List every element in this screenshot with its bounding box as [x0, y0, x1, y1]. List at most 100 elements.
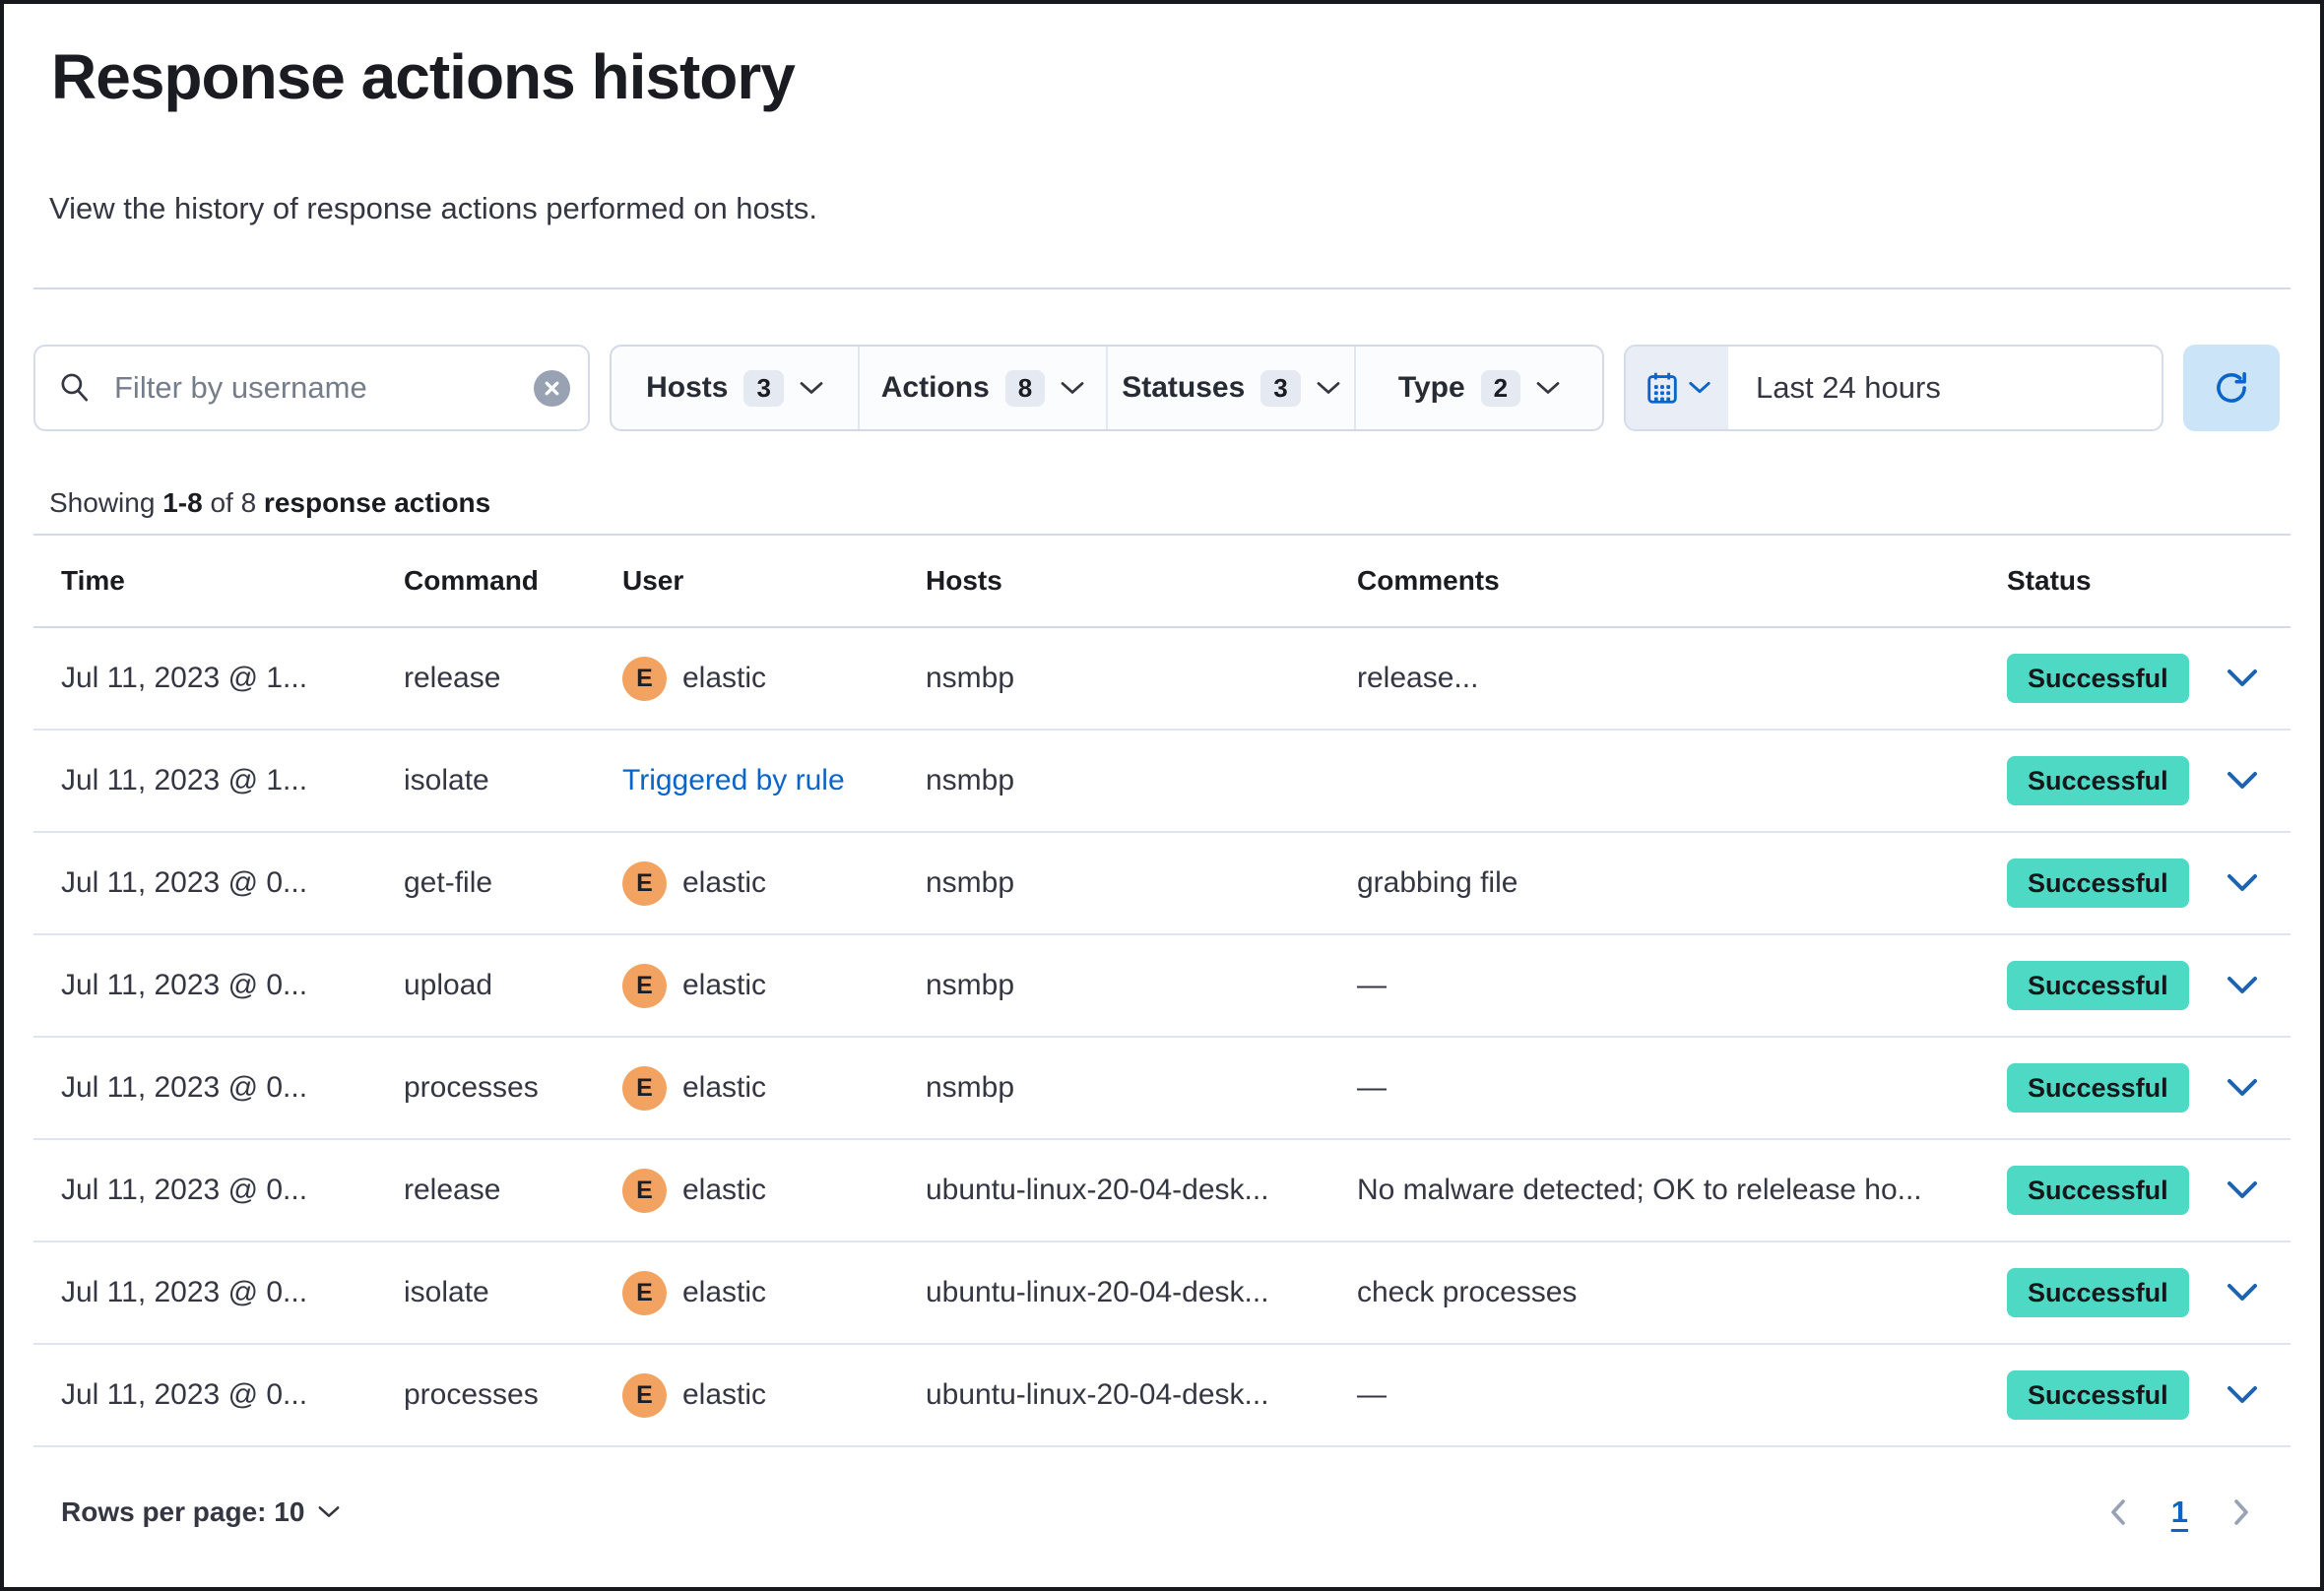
column-header-user: User — [622, 565, 684, 596]
chevron-left-icon — [2110, 1499, 2125, 1525]
date-picker: Last 24 hours — [1624, 345, 2163, 431]
user-cell: E elastic — [613, 1065, 916, 1111]
expand-cell — [2184, 1072, 2291, 1104]
status-badge: Successful — [2007, 755, 2189, 806]
avatar: E — [622, 1168, 667, 1213]
command-cell: get-file — [404, 866, 493, 899]
page-subtitle: View the history of response actions per… — [49, 191, 818, 225]
chevron-down-icon — [800, 381, 823, 394]
host-cell: nsmbp — [926, 969, 1015, 1001]
user-name: elastic — [682, 1071, 767, 1104]
user-name: elastic — [682, 1378, 767, 1411]
page-title: Response actions history — [51, 41, 796, 112]
chevron-down-icon — [1061, 381, 1084, 394]
user-cell: E elastic — [613, 963, 916, 1008]
filter-button-hosts[interactable]: Hosts 3 — [612, 347, 858, 429]
page-number-1[interactable]: 1 — [2165, 1495, 2194, 1530]
chevron-right-icon — [2234, 1499, 2248, 1525]
avatar: E — [622, 1270, 667, 1315]
calendar-icon — [1647, 372, 1677, 404]
expand-cell — [2184, 867, 2291, 899]
expand-row-button[interactable] — [2221, 1175, 2264, 1206]
table-row[interactable]: Jul 11, 2023 @ 1... release E elastic ns… — [33, 628, 2291, 731]
expand-row-button[interactable] — [2221, 1379, 2264, 1411]
table-row[interactable]: Jul 11, 2023 @ 0... processes E elastic … — [33, 1345, 2291, 1447]
time-cell: Jul 11, 2023 @ 1... — [61, 764, 308, 796]
status-cell: Successful — [1997, 858, 2189, 909]
expand-row-button[interactable] — [2221, 663, 2264, 694]
date-quick-select-button[interactable] — [1626, 347, 1728, 429]
user-cell: E elastic — [613, 1270, 916, 1315]
status-cell: Successful — [1997, 960, 2189, 1011]
search-input[interactable] — [112, 369, 534, 407]
triggered-by-rule-link[interactable]: Triggered by rule — [622, 764, 845, 796]
previous-page-button[interactable] — [2100, 1491, 2136, 1534]
column-header-command: Command — [404, 565, 539, 596]
time-cell: Jul 11, 2023 @ 1... — [61, 662, 308, 694]
response-actions-table: Time Command User Hosts Comments Status … — [33, 534, 2291, 1447]
status-badge: Successful — [2007, 1062, 2189, 1114]
filter-count-badge: 3 — [743, 369, 784, 407]
expand-cell — [2184, 1379, 2291, 1411]
status-badge: Successful — [2007, 1165, 2189, 1216]
column-header-comments: Comments — [1357, 565, 1500, 596]
table-row[interactable]: Jul 11, 2023 @ 0... get-file E elastic n… — [33, 833, 2291, 935]
time-cell: Jul 11, 2023 @ 0... — [61, 866, 308, 899]
time-cell: Jul 11, 2023 @ 0... — [61, 1071, 308, 1104]
expand-row-button[interactable] — [2221, 1277, 2264, 1308]
time-cell: Jul 11, 2023 @ 0... — [61, 1174, 308, 1206]
table-row[interactable]: Jul 11, 2023 @ 0... release E elastic ub… — [33, 1140, 2291, 1242]
chevron-down-icon — [2227, 1284, 2257, 1301]
rows-per-page-label: Rows per page: 10 — [61, 1496, 305, 1527]
filter-button-actions[interactable]: Actions 8 — [858, 347, 1106, 429]
refresh-button[interactable] — [2183, 345, 2280, 431]
status-cell: Successful — [1997, 1267, 2189, 1318]
chevron-down-icon — [2227, 1386, 2257, 1403]
clear-search-icon[interactable] — [534, 369, 570, 407]
user-name: elastic — [682, 969, 767, 1001]
search-icon — [61, 373, 89, 402]
expand-row-button[interactable] — [2221, 765, 2264, 796]
avatar: E — [622, 1065, 667, 1111]
table-row[interactable]: Jul 11, 2023 @ 0... upload E elastic nsm… — [33, 935, 2291, 1038]
host-cell: ubuntu-linux-20-04-desk... — [926, 1378, 1269, 1411]
filter-button-type[interactable]: Type 2 — [1354, 347, 1602, 429]
command-cell: release — [404, 662, 501, 694]
comment-cell: — — [1357, 1071, 1387, 1104]
command-cell: isolate — [404, 764, 489, 796]
filter-label: Hosts — [646, 371, 729, 404]
expand-cell — [2184, 765, 2291, 796]
status-cell: Successful — [1997, 755, 2189, 806]
search-box[interactable] — [33, 345, 590, 431]
comment-cell: release... — [1357, 662, 1479, 694]
expand-cell — [2184, 970, 2291, 1001]
expand-row-button[interactable] — [2221, 867, 2264, 899]
status-badge: Successful — [2007, 1267, 2189, 1318]
host-cell: ubuntu-linux-20-04-desk... — [926, 1276, 1269, 1308]
rows-per-page-button[interactable]: Rows per page: 10 — [61, 1496, 340, 1528]
status-cell: Successful — [1997, 1369, 2189, 1421]
filter-count-badge: 3 — [1260, 369, 1301, 407]
user-cell: E elastic — [613, 1168, 916, 1213]
expand-row-button[interactable] — [2221, 970, 2264, 1001]
filter-bar: Hosts 3 Actions 8 Statuses 3 Type 2 — [33, 345, 2291, 431]
table-header-row: Time Command User Hosts Comments Status — [33, 534, 2291, 628]
avatar: E — [622, 1372, 667, 1418]
host-cell: nsmbp — [926, 1071, 1015, 1104]
command-cell: release — [404, 1174, 501, 1206]
comment-cell: grabbing file — [1357, 866, 1518, 899]
table-row[interactable]: Jul 11, 2023 @ 0... isolate E elastic ub… — [33, 1242, 2291, 1345]
response-actions-history-page: Response actions history View the histor… — [4, 4, 2320, 1587]
time-cell: Jul 11, 2023 @ 0... — [61, 969, 308, 1001]
date-range-value[interactable]: Last 24 hours — [1756, 370, 1941, 405]
expand-row-button[interactable] — [2221, 1072, 2264, 1104]
table-row[interactable]: Jul 11, 2023 @ 0... processes E elastic … — [33, 1038, 2291, 1140]
comment-cell: check processes — [1357, 1276, 1578, 1308]
filter-button-statuses[interactable]: Statuses 3 — [1106, 347, 1354, 429]
next-page-button[interactable] — [2224, 1491, 2259, 1534]
filter-label: Type — [1397, 371, 1465, 404]
user-cell: E elastic — [613, 1372, 916, 1418]
status-badge: Successful — [2007, 653, 2189, 704]
table-row[interactable]: Jul 11, 2023 @ 1... isolate Triggered by… — [33, 731, 2291, 833]
